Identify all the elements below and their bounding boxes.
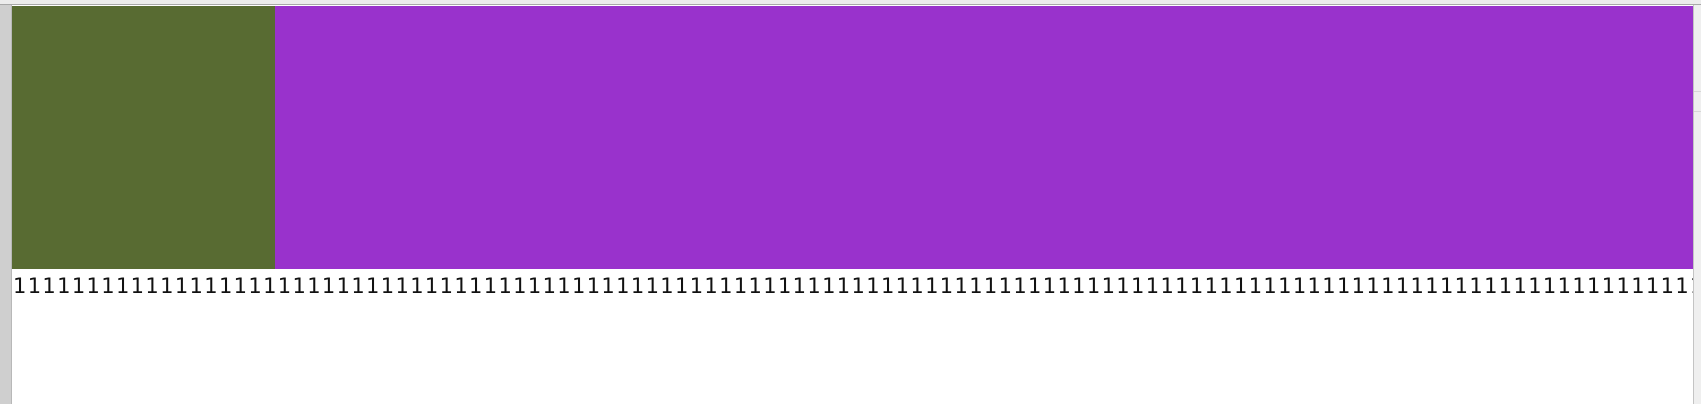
frame-notch: [1694, 91, 1701, 92]
colored-band: [12, 6, 1693, 269]
page-viewport[interactable]: 1111111111111111111111111111111111111111…: [12, 5, 1693, 404]
frame-notch: [1694, 111, 1701, 112]
right-scrollbar-frame[interactable]: [1693, 5, 1701, 404]
digit-line: 1111111111111111111111111111111111111111…: [13, 273, 1693, 299]
green-block: [12, 6, 275, 269]
purple-block: [275, 6, 1693, 269]
left-frame: [0, 5, 12, 404]
